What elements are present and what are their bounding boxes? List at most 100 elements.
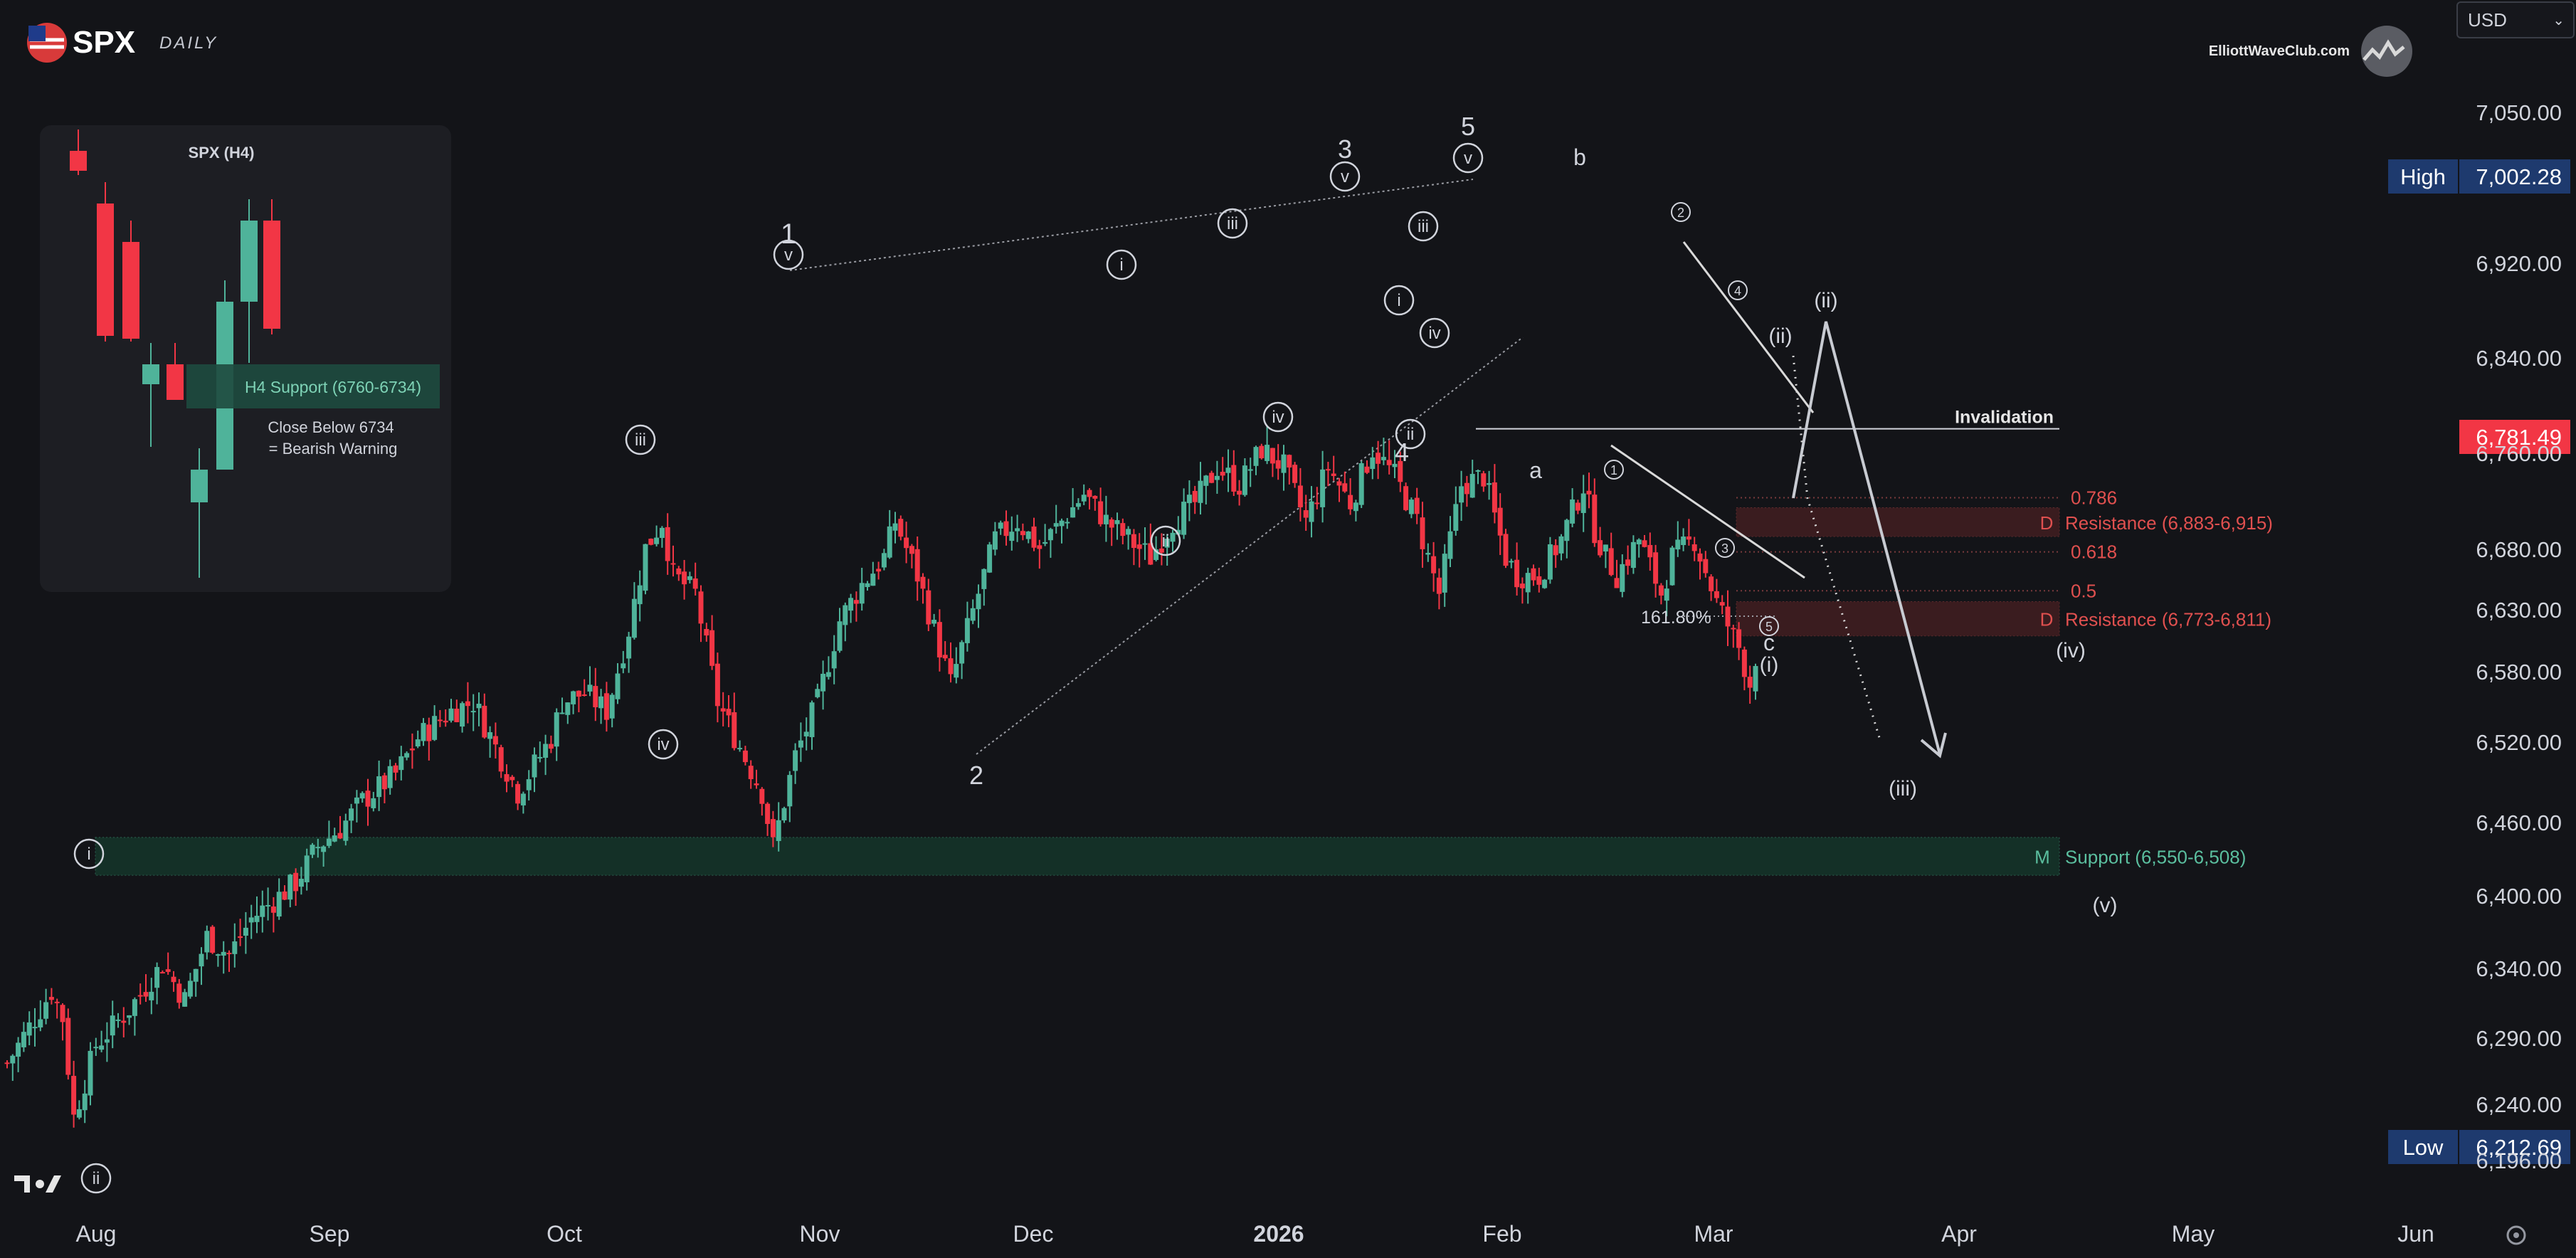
- inset-title: SPX (H4): [189, 144, 255, 162]
- candle-body: [470, 711, 476, 713]
- candle-body: [1092, 495, 1098, 499]
- wave-label-circled: ii: [1150, 525, 1181, 556]
- resistance-zone-letter: D: [2040, 609, 2054, 630]
- wave-label-circled: iii: [1408, 211, 1439, 242]
- candle-body: [1497, 507, 1503, 536]
- candle-body: [754, 783, 759, 786]
- candle-body: [1714, 591, 1719, 598]
- candle-body: [43, 1002, 49, 1019]
- candle-body: [393, 765, 398, 773]
- candle-body: [587, 684, 593, 692]
- candle-body: [1297, 485, 1303, 507]
- candle-body: [692, 578, 698, 589]
- candle-body: [1747, 677, 1753, 688]
- candle-body: [127, 1015, 132, 1018]
- candle-body: [1603, 544, 1608, 552]
- candle-body: [1087, 490, 1092, 497]
- candle-body: [482, 705, 487, 738]
- candle-body: [143, 992, 149, 997]
- wave-label-circled: iv: [1262, 401, 1294, 433]
- candle-body: [432, 716, 438, 740]
- candle-body: [936, 622, 942, 657]
- inset-support-zone: [186, 364, 440, 408]
- candle-body: [176, 983, 182, 1003]
- candle-body: [1386, 460, 1392, 465]
- candle-body: [1575, 502, 1580, 511]
- candle-body: [82, 1093, 88, 1111]
- projection-main: [1792, 321, 1941, 755]
- candle-body: [492, 736, 498, 745]
- candle-body: [798, 740, 803, 748]
- candle-body: [193, 968, 199, 982]
- candle-body: [1075, 503, 1081, 507]
- candle-body: [1636, 539, 1642, 544]
- candle-body: [71, 1076, 77, 1115]
- candle-body: [931, 620, 937, 624]
- candle-body: [88, 1050, 93, 1096]
- candle-body: [1414, 497, 1420, 514]
- candle-body: [1669, 547, 1675, 586]
- brand-title: SPX: [73, 25, 135, 60]
- candle-body: [454, 709, 460, 722]
- candle-body: [626, 636, 632, 659]
- currency-select[interactable]: USD ⌄: [2456, 1, 2575, 38]
- y-tick-label: 6,680.00: [2476, 537, 2562, 562]
- svg-text:iv: iv: [1272, 408, 1284, 427]
- candle-body: [909, 546, 914, 554]
- candle-body: [565, 702, 571, 715]
- candle-body: [1614, 578, 1620, 588]
- candle-body: [426, 724, 432, 741]
- candle-body: [1558, 536, 1564, 554]
- svg-text:i: i: [1397, 291, 1400, 310]
- candle-body: [1353, 502, 1358, 512]
- candle-body: [398, 756, 404, 771]
- candle-body: [1620, 564, 1625, 592]
- candle-body: [4, 1062, 10, 1064]
- x-tick-label: Nov: [800, 1221, 840, 1247]
- candle-body: [409, 748, 415, 751]
- candle-body: [654, 537, 660, 544]
- y-tick-label: 6,840.00: [2476, 346, 2562, 371]
- candle-body: [1547, 544, 1553, 580]
- candle-body: [1025, 531, 1031, 539]
- candle-body: [765, 803, 771, 825]
- candle-body: [987, 544, 993, 573]
- gear-icon[interactable]: [2506, 1225, 2526, 1245]
- wave-label-circled: iii: [625, 424, 656, 455]
- candle-body: [1265, 445, 1270, 461]
- candle-body: [992, 531, 998, 550]
- candle-body: [104, 1039, 110, 1043]
- club-logo-icon: [2361, 26, 2412, 77]
- candle-body: [1198, 480, 1203, 503]
- candle-body: [1503, 534, 1509, 566]
- candle-body: [443, 720, 448, 723]
- candle-body: [149, 991, 154, 1000]
- candle-body: [1109, 519, 1114, 528]
- candle-body: [887, 526, 892, 558]
- candle-body: [76, 1109, 82, 1118]
- candle-body: [1536, 576, 1542, 585]
- wave-label: (ii): [1814, 289, 1837, 312]
- candle-body: [603, 693, 609, 720]
- minor-wave-label: 4: [1728, 280, 1748, 300]
- wave-label: (i): [1760, 653, 1779, 677]
- candle-body: [1287, 455, 1292, 468]
- candle-body: [1392, 463, 1398, 467]
- candle-body: [942, 655, 948, 659]
- candle-body: [1042, 541, 1048, 544]
- chevron-down-icon: ⌄: [2553, 13, 2565, 28]
- candle-body: [359, 793, 365, 799]
- x-tick-label: Aug: [76, 1221, 117, 1247]
- inset-candle-body: [97, 204, 114, 336]
- candle-body: [1164, 539, 1170, 548]
- wave-label: 3: [1338, 134, 1352, 164]
- candle-body: [1186, 495, 1192, 504]
- candle-body: [609, 694, 615, 719]
- x-tick-label: Dec: [1013, 1221, 1054, 1247]
- wave-label-circled: iv: [1419, 317, 1450, 349]
- candle-body: [315, 847, 321, 849]
- svg-text:4: 4: [1734, 284, 1741, 298]
- candle-body: [615, 673, 621, 699]
- candle-body: [1320, 469, 1326, 507]
